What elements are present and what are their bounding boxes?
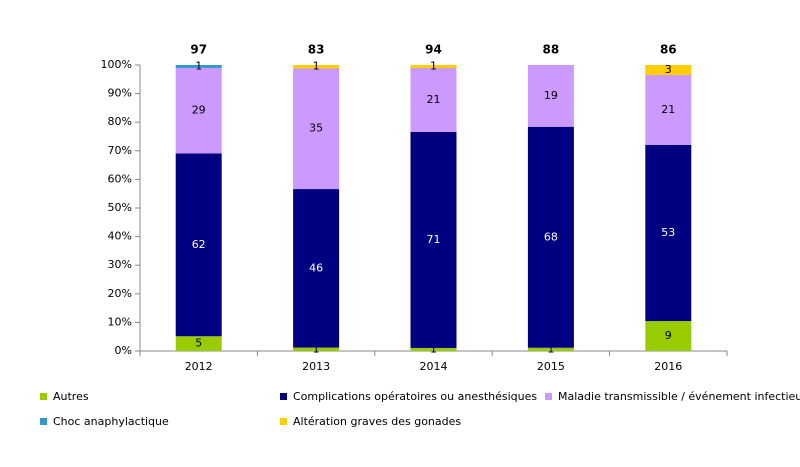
y-tick-label: 30% bbox=[108, 258, 132, 271]
data-label: 9 bbox=[665, 329, 672, 342]
data-label: 1 bbox=[313, 60, 320, 73]
legend-swatch bbox=[280, 418, 287, 425]
bar-segment bbox=[645, 65, 692, 75]
y-tick-label: 80% bbox=[108, 115, 132, 128]
total-label: 94 bbox=[425, 43, 442, 57]
bar-segment bbox=[410, 68, 457, 132]
legend-swatch bbox=[545, 393, 552, 400]
data-label: 46 bbox=[309, 261, 323, 274]
y-tick-label: 60% bbox=[108, 172, 132, 185]
bar-segment bbox=[645, 74, 692, 145]
x-tick-label: 2016 bbox=[654, 360, 682, 373]
total-label: 83 bbox=[308, 43, 325, 57]
bar-segment bbox=[293, 68, 340, 190]
data-label: 21 bbox=[427, 93, 441, 106]
y-tick-label: 70% bbox=[108, 144, 132, 157]
data-label: 29 bbox=[192, 104, 206, 117]
data-label: 68 bbox=[544, 230, 558, 243]
legend-label: Choc anaphylactique bbox=[53, 415, 169, 428]
bar-segment bbox=[527, 347, 574, 351]
x-tick-label: 2012 bbox=[185, 360, 213, 373]
x-tick-label: 2014 bbox=[420, 360, 448, 373]
data-label: 1 bbox=[430, 60, 437, 73]
data-label: 19 bbox=[544, 89, 558, 102]
y-tick-label: 0% bbox=[115, 344, 132, 357]
data-label: 3 bbox=[665, 63, 672, 76]
bar-segment bbox=[527, 126, 574, 348]
data-label: 1 bbox=[430, 342, 437, 355]
x-tick-label: 2013 bbox=[302, 360, 330, 373]
data-label: 53 bbox=[661, 226, 675, 239]
bar-segment bbox=[527, 65, 574, 127]
data-label: 35 bbox=[309, 122, 323, 135]
y-tick-label: 90% bbox=[108, 87, 132, 100]
total-label: 86 bbox=[660, 43, 677, 57]
bar-segment bbox=[293, 189, 340, 348]
bar-segment bbox=[410, 65, 457, 69]
data-label: 21 bbox=[661, 103, 675, 116]
x-tick-label: 2015 bbox=[537, 360, 565, 373]
legend-swatch bbox=[280, 393, 287, 400]
bar-segment bbox=[645, 321, 692, 351]
bar-segment bbox=[645, 144, 692, 322]
y-tick-label: 10% bbox=[108, 315, 132, 328]
data-label: 62 bbox=[192, 238, 206, 251]
bar-segment bbox=[175, 67, 222, 154]
legend-label: Complications opératoires ou anesthésiqu… bbox=[293, 390, 537, 403]
bar-segment bbox=[410, 347, 457, 351]
legend-label: Maladie transmissible / événement infect… bbox=[558, 390, 800, 403]
legend-label: Autres bbox=[53, 390, 89, 403]
y-tick-label: 50% bbox=[108, 201, 132, 214]
bar-segment bbox=[293, 347, 340, 351]
y-tick-label: 40% bbox=[108, 230, 132, 243]
y-tick-label: 100% bbox=[101, 58, 132, 71]
total-label: 97 bbox=[190, 43, 207, 57]
data-label: 1 bbox=[547, 342, 554, 355]
data-label: 1 bbox=[195, 59, 202, 72]
data-label: 71 bbox=[427, 233, 441, 246]
bar-segment bbox=[175, 65, 222, 68]
data-label: 1 bbox=[313, 342, 320, 355]
y-tick-label: 20% bbox=[108, 287, 132, 300]
legend-swatch bbox=[40, 393, 47, 400]
bar-segment bbox=[175, 153, 222, 337]
legend-swatch bbox=[40, 418, 47, 425]
bar-segment bbox=[293, 65, 340, 69]
bar-segment bbox=[410, 131, 457, 348]
bar-segment bbox=[175, 336, 222, 351]
total-label: 88 bbox=[543, 43, 560, 57]
data-label: 5 bbox=[195, 337, 202, 350]
legend-label: Altération graves des gonades bbox=[293, 415, 461, 428]
